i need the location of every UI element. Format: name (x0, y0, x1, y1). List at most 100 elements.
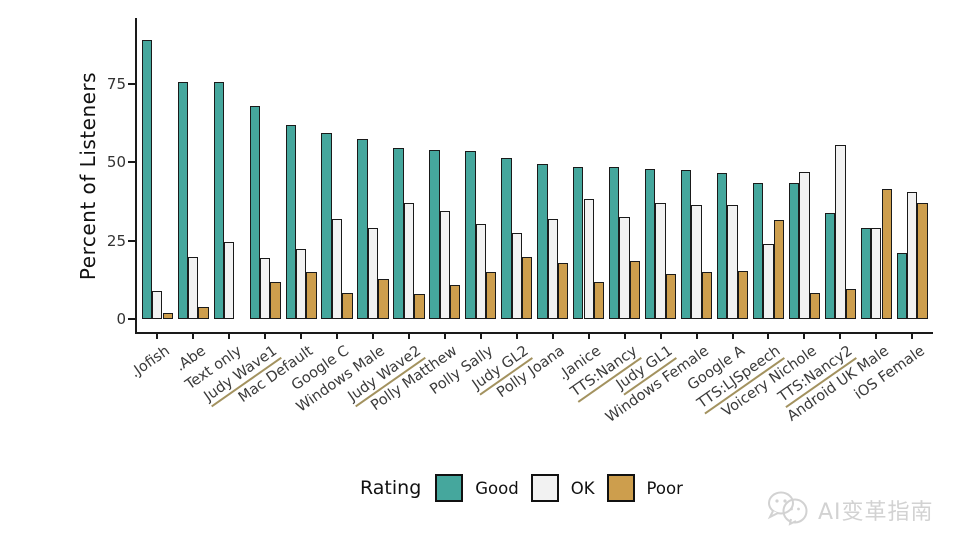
y-tick-label: 25 (106, 231, 126, 250)
wechat-icon (766, 488, 812, 532)
x-tick-mark (336, 332, 339, 339)
bar-poor (701, 272, 713, 320)
bar-ok (152, 291, 163, 320)
x-tick-mark (156, 332, 159, 339)
bar-good (321, 132, 332, 320)
bar-good (357, 138, 368, 320)
bar-poor (522, 256, 533, 320)
bar-ok (655, 203, 666, 320)
bar-poor (557, 262, 569, 320)
bar-ok (475, 223, 487, 320)
bar-poor (593, 281, 605, 320)
y-tick-label: 75 (106, 75, 126, 94)
bar-ok (547, 218, 558, 320)
bar-ok (331, 218, 343, 320)
x-tick-mark (192, 332, 195, 339)
bar-poor (881, 189, 892, 320)
bar-good (609, 167, 620, 320)
bar-good (501, 157, 512, 320)
bar-good (285, 124, 296, 320)
bar-good (716, 173, 728, 320)
legend-swatch-poor (606, 474, 635, 502)
bar-poor (378, 278, 389, 320)
bar-ok (295, 248, 307, 320)
bar-poor (773, 220, 785, 320)
bar-good (788, 182, 800, 320)
bar-poor (306, 272, 317, 320)
bar-poor (450, 284, 461, 320)
bar-ok (619, 217, 630, 320)
x-tick-mark (407, 332, 410, 339)
bar-good (824, 212, 836, 320)
bar-good (213, 82, 224, 320)
bar-ok (224, 242, 235, 320)
bar-ok (727, 204, 738, 320)
bar-good (537, 164, 548, 320)
bar-ok (259, 258, 271, 320)
x-tick-mark (659, 332, 662, 339)
y-tick-mark (128, 318, 136, 321)
legend-item-ok: OK (530, 474, 595, 502)
x-tick-mark (623, 332, 626, 339)
x-tick-mark (875, 332, 878, 339)
y-tick-mark (128, 161, 136, 164)
x-tick-mark (587, 332, 590, 339)
bar-poor (845, 289, 856, 320)
bar-poor (809, 292, 820, 320)
legend-swatch-good (435, 474, 464, 502)
bar-good (680, 170, 692, 320)
legend: Rating Good OK Poor (360, 474, 683, 502)
x-tick-mark (515, 332, 518, 339)
x-tick-mark (695, 332, 698, 339)
bar-good (573, 167, 584, 320)
y-tick-mark (128, 239, 136, 242)
bar-ok (188, 256, 199, 320)
bar-ok (907, 192, 918, 320)
bar-poor (737, 270, 749, 320)
x-tick-mark (839, 332, 842, 339)
bar-poor (629, 261, 641, 320)
bar-good (896, 253, 908, 320)
x-tick-mark (911, 332, 914, 339)
legend-title: Rating (360, 477, 422, 499)
bar-ok (367, 228, 379, 320)
y-axis-line (135, 18, 137, 334)
bar-poor (414, 294, 425, 320)
bar-ok (439, 211, 451, 320)
bar-ok (583, 198, 594, 320)
bar-ok (799, 171, 810, 320)
watermark: AI变革指南 (766, 488, 934, 532)
bar-poor (486, 272, 497, 320)
watermark-text: AI变革指南 (818, 500, 934, 525)
legend-label: OK (570, 478, 595, 498)
x-tick-mark (443, 332, 446, 339)
x-tick-mark (264, 332, 267, 339)
bar-good (860, 228, 872, 320)
y-tick-mark (128, 83, 136, 86)
bar-poor (917, 203, 928, 320)
x-tick-mark (228, 332, 231, 339)
bar-ok (763, 244, 774, 320)
x-axis-line (135, 332, 933, 334)
bar-poor (665, 273, 677, 320)
x-tick-label: .Jofish (127, 343, 173, 382)
legend-item-poor: Poor (606, 474, 683, 502)
bar-good (249, 105, 260, 320)
bar-good (752, 182, 764, 320)
bar-poor (270, 281, 281, 320)
x-tick-mark (731, 332, 734, 339)
legend-items: Good OK Poor (435, 474, 683, 502)
bar-poor (342, 292, 353, 320)
bar-good (429, 149, 440, 320)
bar-good (177, 82, 189, 320)
bar-poor (162, 313, 173, 320)
bar-good (141, 40, 153, 320)
legend-label: Poor (646, 478, 683, 498)
y-tick-label: 0 (116, 310, 126, 329)
bar-ok (511, 233, 522, 320)
x-tick-mark (300, 332, 303, 339)
bar-ok (691, 204, 702, 320)
legend-label: Good (475, 478, 519, 498)
x-tick-mark (551, 332, 554, 339)
